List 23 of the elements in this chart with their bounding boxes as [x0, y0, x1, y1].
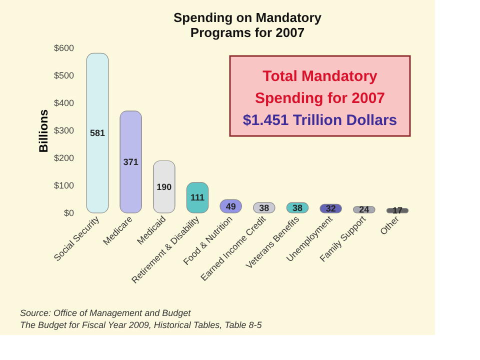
- data-label: 38: [259, 202, 270, 213]
- source-note: Source: Office of Management and Budget: [20, 308, 192, 318]
- data-label: 38: [292, 202, 303, 213]
- data-label: 581: [90, 128, 106, 138]
- data-label: 49: [226, 201, 236, 212]
- data-label: 190: [156, 182, 172, 192]
- annotation: Total Mandatory Spending for 2007: [254, 68, 386, 107]
- text: The Budget for Fiscal Year 2009, Historical Tables, Table 8-5: [20, 320, 263, 330]
- y-tick-label: $500: [54, 70, 74, 80]
- y-tick-label: $0: [64, 208, 74, 218]
- text: Programs for 2007: [190, 25, 305, 40]
- data-label: 111: [190, 192, 205, 203]
- y-tick-label: $600: [54, 43, 74, 53]
- y-tick-label: $300: [54, 126, 74, 136]
- text: Spending on Mandatory: [173, 10, 322, 25]
- data-label: 371: [123, 156, 138, 167]
- y-tick-label: $200: [54, 153, 74, 163]
- data-label: 32: [326, 204, 336, 214]
- y-tick-label: $400: [54, 98, 74, 108]
- y-axis-title: Billions: [36, 109, 50, 153]
- data-label: 24: [359, 204, 370, 215]
- annotation: $1.451 Trillion Dollars: [242, 112, 398, 129]
- y-tick-label: $100: [54, 180, 74, 190]
